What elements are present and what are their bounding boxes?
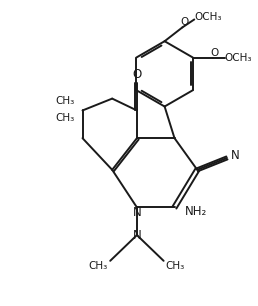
- Text: CH₃: CH₃: [55, 95, 74, 106]
- Text: O: O: [211, 48, 219, 58]
- Text: N: N: [230, 149, 239, 162]
- Text: CH₃: CH₃: [55, 114, 74, 123]
- Text: OCH₃: OCH₃: [194, 13, 222, 22]
- Text: O: O: [180, 17, 189, 28]
- Text: N: N: [133, 229, 141, 242]
- Text: CH₃: CH₃: [89, 261, 108, 271]
- Text: NH₂: NH₂: [185, 205, 207, 218]
- Text: O: O: [132, 68, 142, 81]
- Text: CH₃: CH₃: [166, 261, 185, 271]
- Text: OCH₃: OCH₃: [225, 53, 252, 62]
- Text: N: N: [133, 206, 141, 219]
